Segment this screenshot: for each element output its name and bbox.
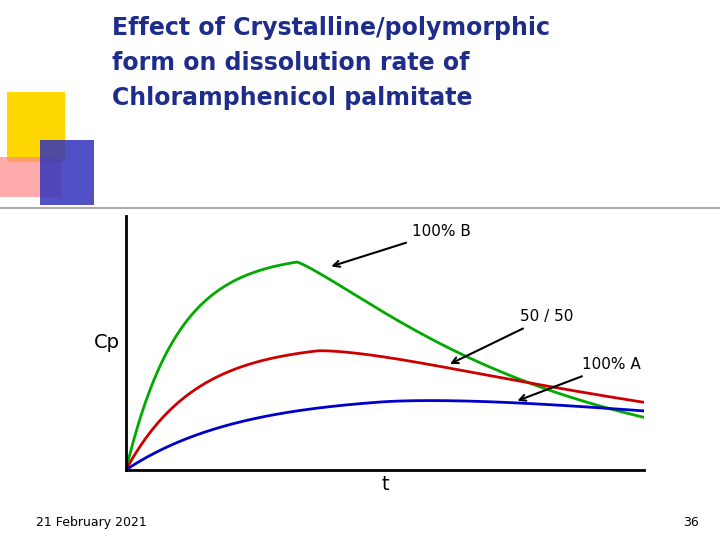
X-axis label: t: t	[382, 475, 389, 494]
Text: Chloramphenicol palmitate: Chloramphenicol palmitate	[112, 86, 472, 110]
Text: 100% A: 100% A	[520, 357, 641, 401]
Y-axis label: Cp: Cp	[94, 333, 120, 353]
Text: 36: 36	[683, 516, 698, 529]
Text: Effect of Crystalline/polymorphic: Effect of Crystalline/polymorphic	[112, 16, 549, 40]
Text: 21 February 2021: 21 February 2021	[36, 516, 147, 529]
Text: form on dissolution rate of: form on dissolution rate of	[112, 51, 469, 75]
Text: 100% B: 100% B	[333, 224, 470, 267]
Text: 50 / 50: 50 / 50	[452, 309, 573, 363]
